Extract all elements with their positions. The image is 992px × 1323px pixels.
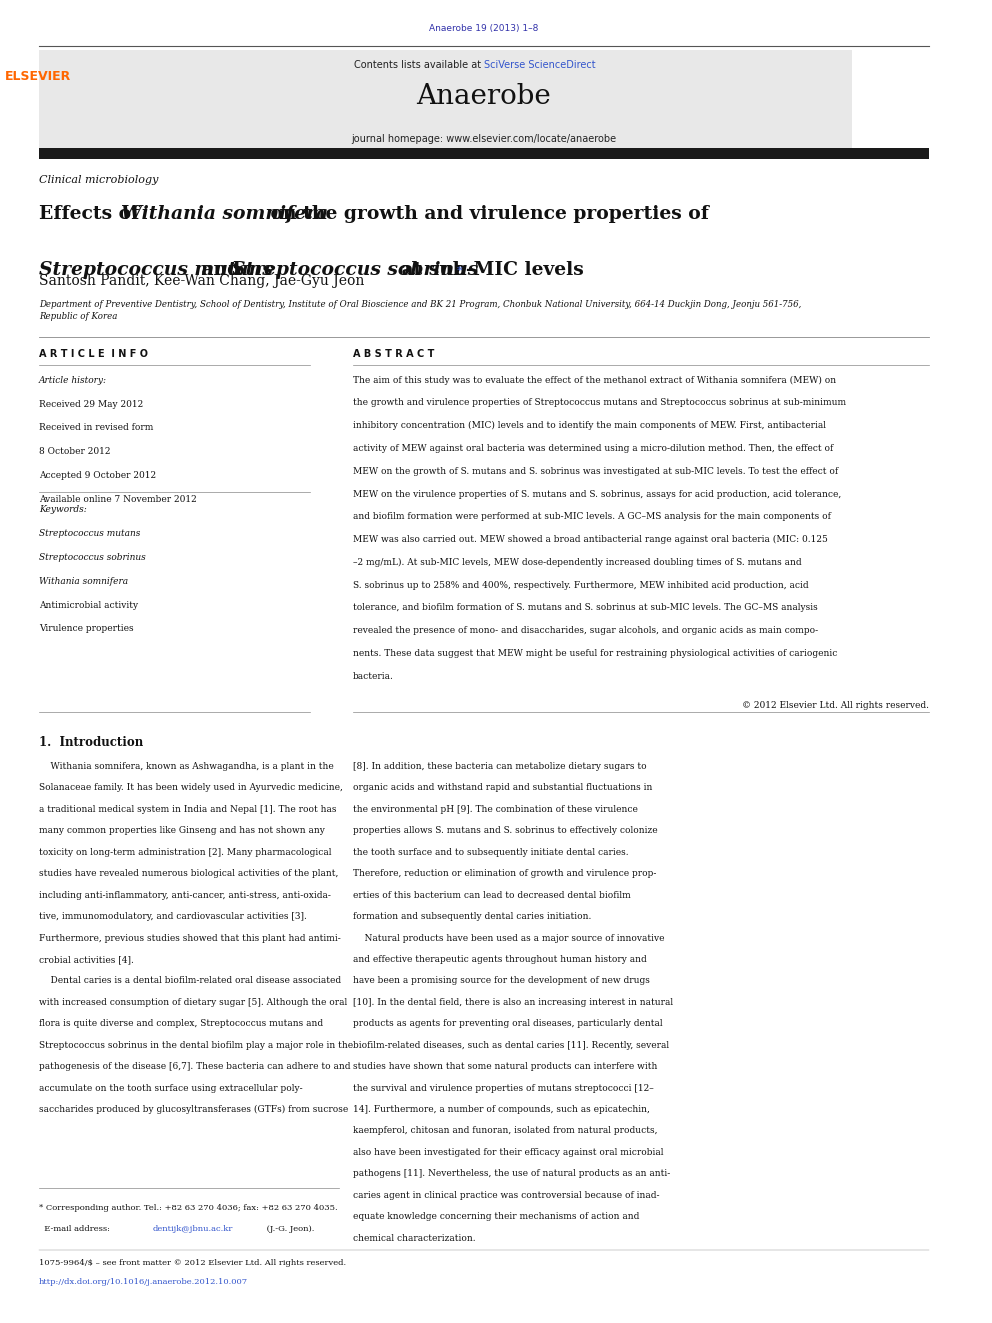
Text: Streptococcus sobrinus: Streptococcus sobrinus [39,553,146,562]
Text: Natural products have been used as a major source of innovative: Natural products have been used as a maj… [353,934,665,942]
Text: properties allows S. mutans and S. sobrinus to effectively colonize: properties allows S. mutans and S. sobri… [353,827,658,835]
Text: Virulence properties: Virulence properties [39,624,133,634]
Text: accumulate on the tooth surface using extracellular poly-: accumulate on the tooth surface using ex… [39,1084,303,1093]
Text: Streptococcus mutans: Streptococcus mutans [39,261,273,279]
Text: pathogenesis of the disease [6,7]. These bacteria can adhere to and: pathogenesis of the disease [6,7]. These… [39,1062,350,1072]
Text: tive, immunomodulatory, and cardiovascular activities [3].: tive, immunomodulatory, and cardiovascul… [39,912,307,921]
Text: Streptococcus sobrinus in the dental biofilm play a major role in the: Streptococcus sobrinus in the dental bio… [39,1041,353,1049]
Text: Streptococcus sobrinus: Streptococcus sobrinus [232,261,478,279]
Text: *: * [456,266,462,277]
Text: kaempferol, chitosan and funoran, isolated from natural products,: kaempferol, chitosan and funoran, isolat… [353,1126,658,1135]
Text: ELSEVIER: ELSEVIER [5,70,71,83]
Text: erties of this bacterium can lead to decreased dental biofilm: erties of this bacterium can lead to dec… [353,890,631,900]
Text: Antimicrobial activity: Antimicrobial activity [39,601,138,610]
Text: Anaerobe: Anaerobe [417,83,552,110]
Text: the growth and virulence properties of Streptococcus mutans and Streptococcus so: the growth and virulence properties of S… [353,398,846,407]
Text: 14]. Furthermore, a number of compounds, such as epicatechin,: 14]. Furthermore, a number of compounds,… [353,1105,650,1114]
Text: including anti-inflammatory, anti-cancer, anti-stress, anti-oxida-: including anti-inflammatory, anti-cancer… [39,890,330,900]
Text: dentijk@jbnu.ac.kr: dentijk@jbnu.ac.kr [153,1225,233,1233]
Text: 8 October 2012: 8 October 2012 [39,447,110,456]
Text: and biofilm formation were performed at sub-MIC levels. A GC–MS analysis for the: and biofilm formation were performed at … [353,512,831,521]
Text: products as agents for preventing oral diseases, particularly dental: products as agents for preventing oral d… [353,1019,663,1028]
Text: Withania somnifera, known as Ashwagandha, is a plant in the: Withania somnifera, known as Ashwagandha… [39,762,333,771]
Text: A B S T R A C T: A B S T R A C T [353,349,434,360]
Text: saccharides produced by glucosyltransferases (GTFs) from sucrose: saccharides produced by glucosyltransfer… [39,1105,348,1114]
Text: Contents lists available at: Contents lists available at [353,60,484,70]
Text: Furthermore, previous studies showed that this plant had antimi-: Furthermore, previous studies showed tha… [39,934,340,942]
Text: formation and subsequently dental caries initiation.: formation and subsequently dental caries… [353,912,591,921]
Text: Effects of: Effects of [39,205,146,224]
Text: pathogens [11]. Nevertheless, the use of natural products as an anti-: pathogens [11]. Nevertheless, the use of… [353,1170,671,1179]
Text: [8]. In addition, these bacteria can metabolize dietary sugars to: [8]. In addition, these bacteria can met… [353,762,647,771]
Text: Received in revised form: Received in revised form [39,423,153,433]
Text: nents. These data suggest that MEW might be useful for restraining physiological: nents. These data suggest that MEW might… [353,648,837,658]
Text: chemical characterization.: chemical characterization. [353,1233,476,1242]
Text: SciVerse ScienceDirect: SciVerse ScienceDirect [484,60,595,70]
Text: Therefore, reduction or elimination of growth and virulence prop-: Therefore, reduction or elimination of g… [353,869,657,878]
Text: Article history:: Article history: [39,376,107,385]
Text: The aim of this study was to evaluate the effect of the methanol extract of With: The aim of this study was to evaluate th… [353,376,836,385]
Text: studies have revealed numerous biological activities of the plant,: studies have revealed numerous biologica… [39,869,338,878]
Text: (J.-G. Jeon).: (J.-G. Jeon). [264,1225,314,1233]
Text: flora is quite diverse and complex, Streptococcus mutans and: flora is quite diverse and complex, Stre… [39,1019,322,1028]
Text: http://dx.doi.org/10.1016/j.anaerobe.2012.10.007: http://dx.doi.org/10.1016/j.anaerobe.201… [39,1278,248,1286]
Text: toxicity on long-term administration [2]. Many pharmacological: toxicity on long-term administration [2]… [39,848,331,857]
Text: also have been investigated for their efficacy against oral microbial: also have been investigated for their ef… [353,1148,664,1156]
Text: Department of Preventive Dentistry, School of Dentistry, Institute of Oral Biosc: Department of Preventive Dentistry, Scho… [39,300,802,321]
Text: * Corresponding author. Tel.: +82 63 270 4036; fax: +82 63 270 4035.: * Corresponding author. Tel.: +82 63 270… [39,1204,337,1212]
Text: crobial activities [4].: crobial activities [4]. [39,955,134,964]
Text: Withania somnifera: Withania somnifera [39,577,128,586]
Text: MEW on the growth of S. mutans and S. sobrinus was investigated at sub-MIC level: MEW on the growth of S. mutans and S. so… [353,467,838,476]
Text: 1075-9964/$ – see front matter © 2012 Elsevier Ltd. All rights reserved.: 1075-9964/$ – see front matter © 2012 El… [39,1259,346,1267]
Text: a traditional medical system in India and Nepal [1]. The root has: a traditional medical system in India an… [39,804,336,814]
Text: organic acids and withstand rapid and substantial fluctuations in: organic acids and withstand rapid and su… [353,783,653,792]
Text: caries agent in clinical practice was controversial because of inad-: caries agent in clinical practice was co… [353,1191,660,1200]
Text: Available online 7 November 2012: Available online 7 November 2012 [39,495,196,504]
Text: Keywords:: Keywords: [39,505,86,515]
Text: –2 mg/mL). At sub-MIC levels, MEW dose-dependently increased doubling times of S: –2 mg/mL). At sub-MIC levels, MEW dose-d… [353,558,802,566]
Text: [10]. In the dental field, there is also an increasing interest in natural: [10]. In the dental field, there is also… [353,998,674,1007]
Text: Withania somnifera: Withania somnifera [121,205,328,224]
Text: Solanaceae family. It has been widely used in Ayurvedic medicine,: Solanaceae family. It has been widely us… [39,783,342,792]
Text: equate knowledge concerning their mechanisms of action and: equate knowledge concerning their mechan… [353,1212,640,1221]
Text: biofilm-related diseases, such as dental caries [11]. Recently, several: biofilm-related diseases, such as dental… [353,1041,670,1049]
Text: Streptococcus mutans: Streptococcus mutans [39,529,140,538]
Text: the survival and virulence properties of mutans streptococci [12–: the survival and virulence properties of… [353,1084,654,1093]
Text: tolerance, and biofilm formation of S. mutans and S. sobrinus at sub-MIC levels.: tolerance, and biofilm formation of S. m… [353,603,818,613]
Text: and: and [195,261,247,279]
Text: activity of MEW against oral bacteria was determined using a micro-dilution meth: activity of MEW against oral bacteria wa… [353,445,833,452]
Text: studies have shown that some natural products can interfere with: studies have shown that some natural pro… [353,1062,658,1072]
Text: Dental caries is a dental biofilm-related oral disease associated: Dental caries is a dental biofilm-relate… [39,976,341,986]
Text: E-mail address:: E-mail address: [39,1225,112,1233]
FancyBboxPatch shape [39,50,851,152]
Bar [39,148,929,159]
Text: 1.  Introduction: 1. Introduction [39,736,143,749]
Text: bacteria.: bacteria. [353,672,394,680]
Text: with increased consumption of dietary sugar [5]. Although the oral: with increased consumption of dietary su… [39,998,347,1007]
Text: MEW was also carried out. MEW showed a broad antibacterial range against oral ba: MEW was also carried out. MEW showed a b… [353,534,828,544]
Text: many common properties like Ginseng and has not shown any: many common properties like Ginseng and … [39,827,324,835]
Text: MEW on the virulence properties of S. mutans and S. sobrinus, assays for acid pr: MEW on the virulence properties of S. mu… [353,490,841,499]
Text: journal homepage: www.elsevier.com/locate/anaerobe: journal homepage: www.elsevier.com/locat… [351,134,616,144]
Text: revealed the presence of mono- and disaccharides, sugar alcohols, and organic ac: revealed the presence of mono- and disac… [353,626,818,635]
Text: Accepted 9 October 2012: Accepted 9 October 2012 [39,471,156,480]
Text: Clinical microbiology: Clinical microbiology [39,175,158,185]
Text: inhibitory concentration (MIC) levels and to identify the main components of MEW: inhibitory concentration (MIC) levels an… [353,421,826,430]
Text: the tooth surface and to subsequently initiate dental caries.: the tooth surface and to subsequently in… [353,848,629,857]
Text: the environmental pH [9]. The combination of these virulence: the environmental pH [9]. The combinatio… [353,804,638,814]
Text: have been a promising source for the development of new drugs: have been a promising source for the dev… [353,976,650,986]
Text: on the growth and virulence properties of: on the growth and virulence properties o… [264,205,709,224]
Text: Received 29 May 2012: Received 29 May 2012 [39,400,143,409]
Text: © 2012 Elsevier Ltd. All rights reserved.: © 2012 Elsevier Ltd. All rights reserved… [742,701,929,710]
Text: S. sobrinus up to 258% and 400%, respectively. Furthermore, MEW inhibited acid p: S. sobrinus up to 258% and 400%, respect… [353,581,808,590]
Text: A R T I C L E  I N F O: A R T I C L E I N F O [39,349,148,360]
Text: Santosh Pandit, Kee-Wan Chang, Jae-Gyu Jeon: Santosh Pandit, Kee-Wan Chang, Jae-Gyu J… [39,274,364,288]
Text: and effective therapeutic agents throughout human history and: and effective therapeutic agents through… [353,955,647,964]
Text: at sub-MIC levels: at sub-MIC levels [395,261,583,279]
Text: Anaerobe 19 (2013) 1–8: Anaerobe 19 (2013) 1–8 [430,24,539,33]
